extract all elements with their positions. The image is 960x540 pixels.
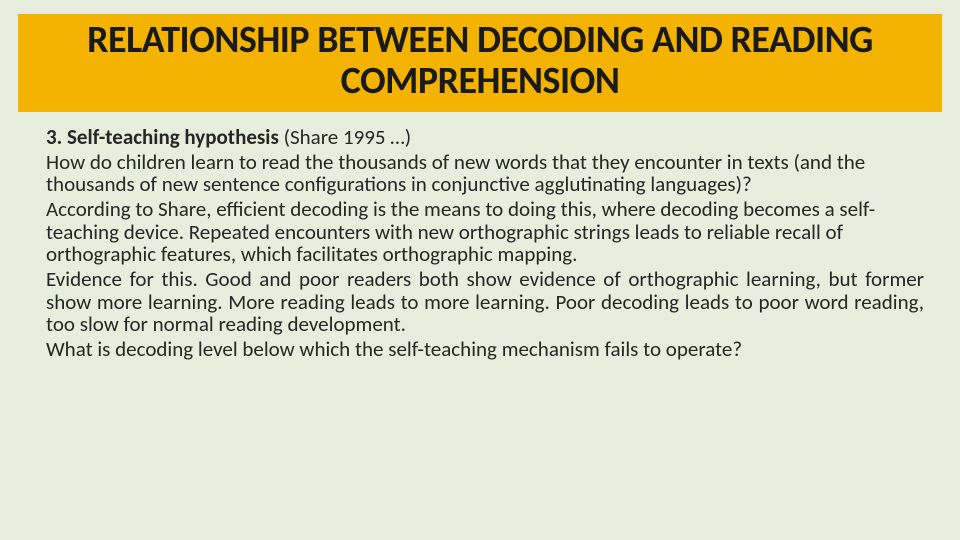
paragraph-3: Evidence for this. Good and poor readers… xyxy=(46,268,924,336)
slide-title: RELATIONSHIP BETWEEN DECODING AND READIN… xyxy=(28,20,932,102)
paragraph-4: What is decoding level below which the s… xyxy=(46,338,924,361)
lead-rest: (Share 1995 …) xyxy=(279,124,411,150)
paragraph-2: According to Share, efficient decoding i… xyxy=(46,198,924,266)
title-line-2: COMPREHENSION xyxy=(341,58,620,104)
title-banner: RELATIONSHIP BETWEEN DECODING AND READIN… xyxy=(18,14,942,112)
lead-bold: 3. Self-teaching hypothesis xyxy=(46,124,279,150)
title-line-1: RELATIONSHIP BETWEEN DECODING AND READIN… xyxy=(87,17,873,63)
paragraph-1: How do children learn to read the thousa… xyxy=(46,151,924,196)
slide: RELATIONSHIP BETWEEN DECODING AND READIN… xyxy=(0,0,960,540)
lead-line: 3. Self-teaching hypothesis (Share 1995 … xyxy=(46,126,924,149)
slide-body: 3. Self-teaching hypothesis (Share 1995 … xyxy=(18,126,942,361)
